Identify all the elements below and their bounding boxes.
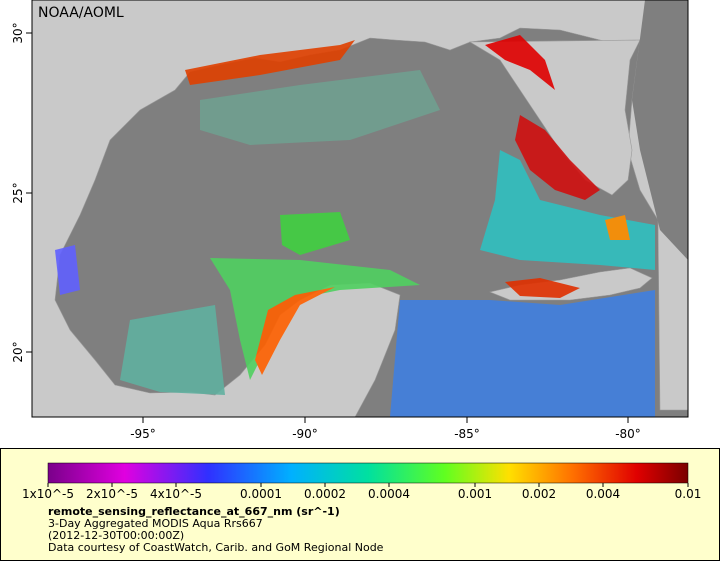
colorbar-label: 0.0001 [240, 487, 282, 501]
lon-label: -95° [130, 427, 156, 441]
colorbar-label: 0.002 [522, 487, 556, 501]
colorbar-label: 0.001 [458, 487, 492, 501]
lon-label: -85° [454, 427, 480, 441]
colorbar-label: 0.0004 [368, 487, 410, 501]
colorbar-label: 2x10^-5 [86, 487, 138, 501]
swath [505, 278, 580, 298]
swath [485, 35, 555, 90]
data-swaths [55, 35, 655, 417]
colorbar-label: 0.01 [675, 487, 702, 501]
swath [255, 287, 335, 375]
info-line: 3-Day Aggregated MODIS Aqua Rrs667 [48, 517, 263, 530]
swath [120, 305, 225, 395]
swath [605, 215, 630, 240]
axes: -95° -90° -85° -80° 30° 25° 20° [11, 22, 641, 441]
lat-label: 30° [11, 22, 25, 43]
map-label: NOAA/AOML [38, 5, 124, 21]
florida [468, 39, 641, 196]
atlantic [632, 0, 688, 260]
colorbar-label: 1x10^-5 [22, 487, 74, 501]
swath [55, 245, 80, 295]
lon-label: -80° [615, 427, 641, 441]
lon-label: -90° [292, 427, 318, 441]
lat-label: 25° [11, 182, 25, 203]
label-bg [34, 2, 130, 22]
colorbar-label: 4x10^-5 [150, 487, 202, 501]
legend: 1x10^-5 2x10^-5 4x10^-5 0.0001 0.0002 0.0004 0… [22, 483, 701, 554]
variable-name: remote_sensing_reflectance_at_667_nm (sr… [48, 505, 340, 518]
swath [185, 40, 355, 85]
swath [280, 212, 350, 255]
lat-label: 20° [11, 341, 25, 362]
colorbar [47, 462, 689, 484]
map-frame [31, 0, 689, 418]
colorbar-label: 0.004 [586, 487, 620, 501]
info-line: (2012-12-30T00:00:00Z) [48, 529, 184, 542]
swath [515, 115, 600, 200]
swath [200, 70, 440, 145]
info-line: Data courtesy of CoastWatch, Carib. and … [48, 541, 384, 554]
colorbar-label: 0.0002 [304, 487, 346, 501]
swath [390, 290, 655, 417]
